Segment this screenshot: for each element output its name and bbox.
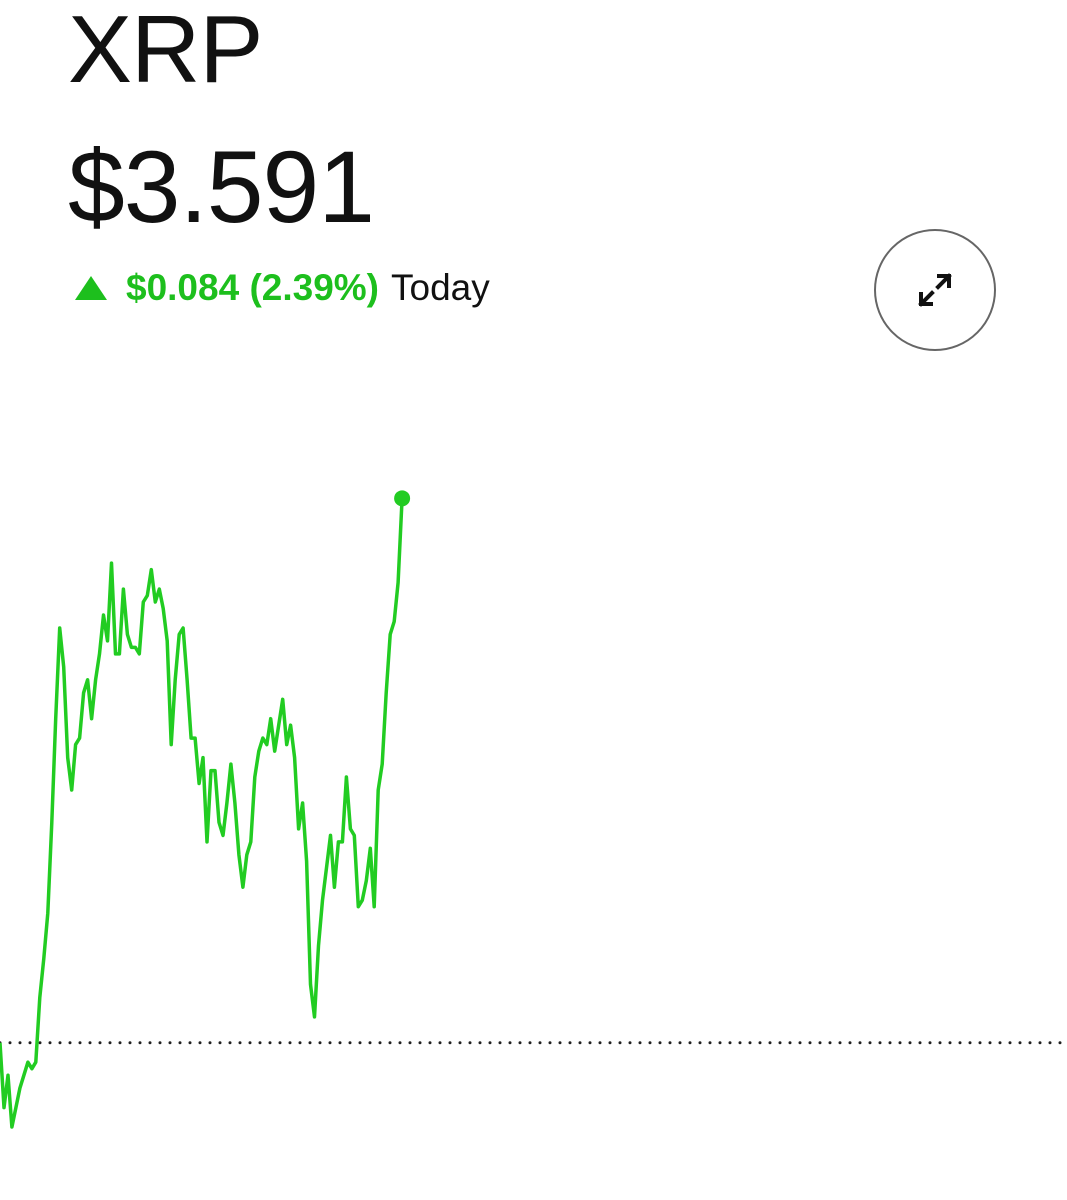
current-price-dot: [394, 490, 411, 507]
period: Today: [391, 267, 490, 308]
price-line: [0, 498, 404, 1129]
price-change: $0.084 (2.39%): [126, 267, 380, 308]
symbol: XRP: [68, 0, 263, 103]
price: $3.591: [68, 130, 375, 244]
change-row: $0.084 (2.39%) Today: [74, 266, 490, 310]
expand-icon: [918, 273, 952, 307]
expand-button[interactable]: [874, 229, 996, 351]
up-arrow-icon: [75, 276, 107, 300]
